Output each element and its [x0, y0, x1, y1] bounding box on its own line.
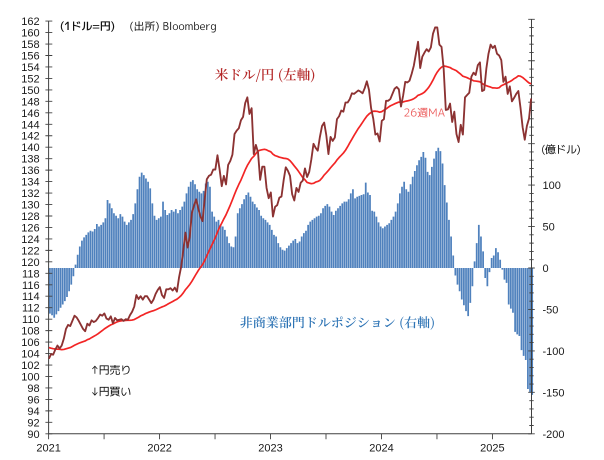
- svg-text:110: 110: [22, 314, 40, 326]
- svg-text:156: 156: [21, 51, 39, 63]
- svg-text:138: 138: [21, 154, 39, 166]
- svg-text:2025: 2025: [480, 443, 504, 455]
- svg-text:106: 106: [21, 337, 39, 349]
- svg-text:2022: 2022: [147, 443, 171, 455]
- svg-text:100: 100: [21, 372, 39, 384]
- svg-text:100: 100: [543, 180, 561, 192]
- svg-text:162: 162: [21, 16, 39, 28]
- svg-text:154: 154: [21, 62, 39, 74]
- svg-text:98: 98: [27, 383, 39, 395]
- svg-text:160: 160: [21, 28, 39, 40]
- svg-text:158: 158: [21, 39, 39, 51]
- svg-text:2024: 2024: [369, 443, 393, 455]
- svg-text:-50: -50: [543, 304, 559, 316]
- svg-text:136: 136: [21, 165, 39, 177]
- svg-text:2021: 2021: [36, 443, 60, 455]
- svg-text:96: 96: [27, 394, 39, 406]
- svg-text:132: 132: [21, 188, 39, 200]
- svg-text:-100: -100: [543, 346, 565, 358]
- svg-text:90: 90: [27, 429, 39, 441]
- svg-text:148: 148: [21, 96, 39, 108]
- svg-text:104: 104: [21, 349, 39, 361]
- svg-text:150: 150: [21, 85, 39, 97]
- svg-text:108: 108: [21, 326, 39, 338]
- svg-text:50: 50: [543, 222, 555, 234]
- svg-text:0: 0: [543, 263, 549, 275]
- svg-text:2023: 2023: [258, 443, 282, 455]
- svg-text:144: 144: [21, 119, 39, 131]
- svg-text:118: 118: [22, 268, 40, 280]
- svg-text:-150: -150: [543, 387, 565, 399]
- svg-text:112: 112: [22, 303, 40, 315]
- svg-text:134: 134: [21, 177, 39, 189]
- svg-text:114: 114: [22, 291, 40, 303]
- svg-text:140: 140: [21, 142, 39, 154]
- svg-text:102: 102: [21, 360, 39, 372]
- svg-text:152: 152: [21, 73, 39, 85]
- svg-text:142: 142: [21, 131, 39, 143]
- svg-text:128: 128: [21, 211, 39, 223]
- svg-text:-200: -200: [543, 429, 565, 441]
- svg-text:116: 116: [22, 280, 40, 292]
- svg-text:126: 126: [21, 223, 39, 235]
- svg-text:130: 130: [21, 200, 39, 212]
- svg-text:120: 120: [21, 257, 39, 269]
- svg-text:146: 146: [21, 108, 39, 120]
- svg-text:92: 92: [27, 417, 39, 429]
- svg-text:124: 124: [21, 234, 39, 246]
- svg-text:122: 122: [21, 245, 39, 257]
- svg-text:94: 94: [27, 406, 39, 418]
